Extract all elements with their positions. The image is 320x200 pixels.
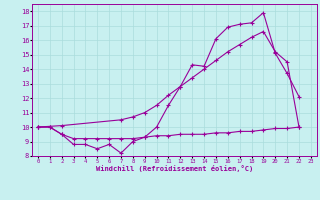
X-axis label: Windchill (Refroidissement éolien,°C): Windchill (Refroidissement éolien,°C) (96, 165, 253, 172)
